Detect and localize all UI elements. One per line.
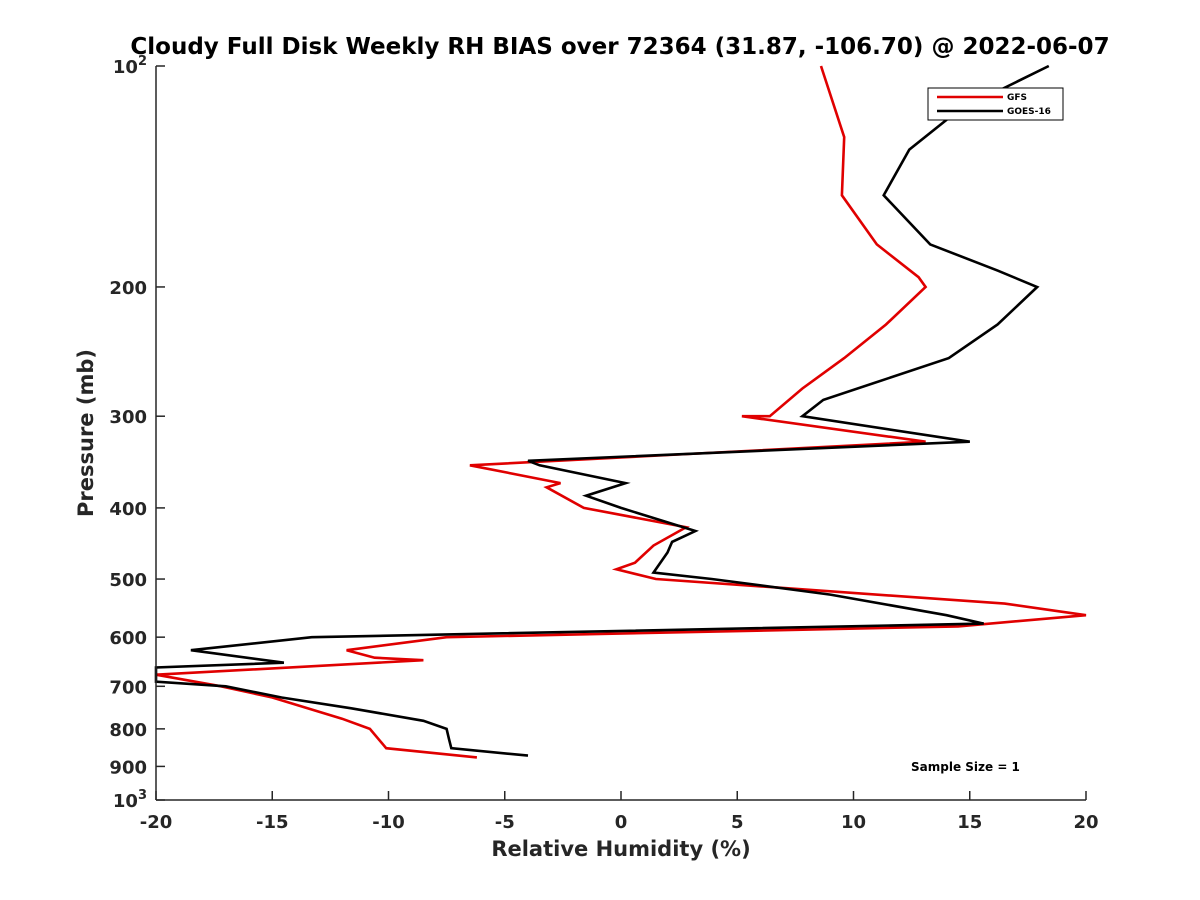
y-tick-label: 700 bbox=[109, 677, 147, 698]
legend-box bbox=[927, 87, 1064, 121]
x-tick-label: -5 bbox=[495, 812, 515, 833]
x-axis-ticks: -20 -15 -10 -5 0 5 10 15 20 bbox=[140, 791, 1099, 833]
y-tick-label: 102 bbox=[113, 54, 147, 78]
sample-size-annotation: Sample Size = 1 bbox=[911, 760, 1020, 774]
legend-label-gfs: GFS bbox=[1007, 93, 1027, 103]
y-axis-ticks: 102 200 300 400 500 600 700 800 900 103 bbox=[109, 54, 165, 812]
y-tick-label: 300 bbox=[109, 407, 147, 428]
y-tick-label: 103 bbox=[113, 788, 147, 812]
series-line-gfs bbox=[155, 65, 1087, 759]
x-tick-label: -10 bbox=[372, 812, 405, 833]
y-tick-label: 600 bbox=[109, 628, 147, 649]
x-tick-label: 15 bbox=[957, 812, 982, 833]
y-tick-label: 500 bbox=[109, 570, 147, 591]
x-tick-label: 10 bbox=[841, 812, 866, 833]
y-tick-label: 200 bbox=[109, 278, 147, 299]
y-tick-label: 400 bbox=[109, 499, 147, 520]
legend-label-goes16: GOES-16 bbox=[1007, 107, 1051, 117]
x-tick-label: -20 bbox=[140, 812, 173, 833]
series-group bbox=[154, 64, 1087, 759]
y-axis-label: Pressure (mb) bbox=[74, 349, 98, 517]
y-tick-label: 800 bbox=[109, 720, 147, 741]
x-axis-label: Relative Humidity (%) bbox=[491, 837, 750, 861]
series-line-goes16 bbox=[154, 64, 1050, 757]
x-tick-label: -15 bbox=[256, 812, 289, 833]
x-tick-label: 20 bbox=[1073, 812, 1098, 833]
chart-title: Cloudy Full Disk Weekly RH BIAS over 723… bbox=[130, 34, 1109, 60]
plot-area bbox=[156, 66, 1086, 800]
legend: GFS GOES-16 bbox=[927, 87, 1064, 121]
x-tick-label: 0 bbox=[615, 812, 628, 833]
y-tick-label: 900 bbox=[109, 757, 147, 778]
x-tick-label: 5 bbox=[731, 812, 744, 833]
